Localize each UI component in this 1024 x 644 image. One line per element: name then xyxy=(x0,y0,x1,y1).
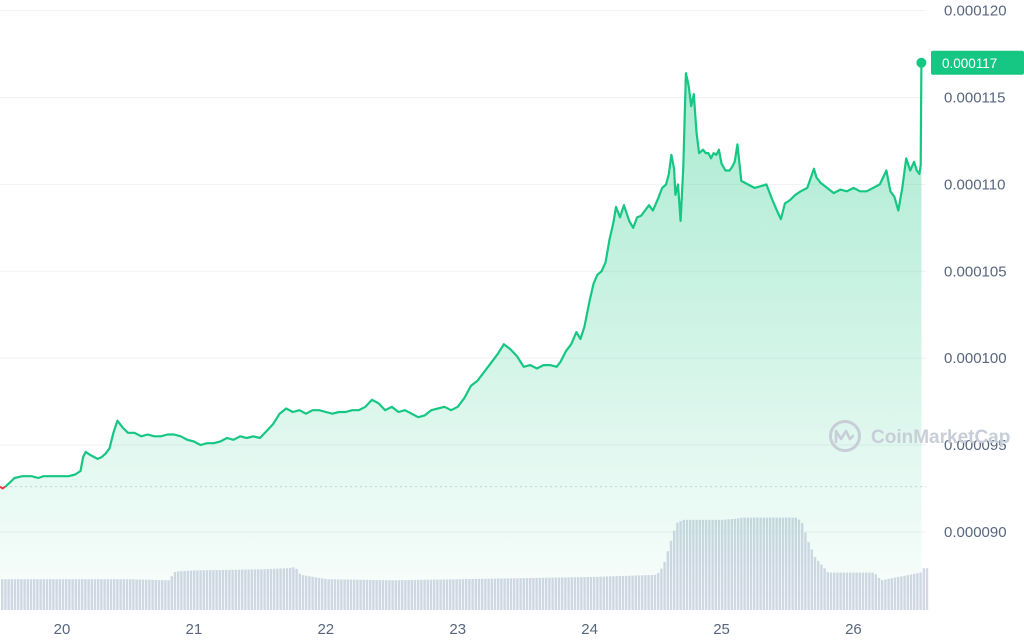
y-tick-label: 0.000120 xyxy=(944,3,1007,20)
price-line xyxy=(4,62,923,488)
y-tick-label: 0.000100 xyxy=(944,350,1007,367)
x-tick-label: 21 xyxy=(186,621,203,638)
x-tick-label: 26 xyxy=(845,621,862,638)
y-axis-ticks: 0.000090 0.000095 0.000100 0.000105 0.000110… xyxy=(944,3,1007,541)
y-tick-label: 0.000115 xyxy=(944,90,1005,107)
price-area xyxy=(0,62,922,611)
coinmarketcap-logo-icon xyxy=(829,420,861,452)
x-tick-label: 22 xyxy=(317,621,334,638)
current-price-dot xyxy=(916,57,927,68)
y-tick-label: 0.000110 xyxy=(944,176,1005,193)
current-price-label: 0.000117 xyxy=(942,56,997,71)
y-tick-label: 0.000095 xyxy=(944,437,1007,454)
x-axis-ticks: 20 21 22 23 24 25 26 xyxy=(54,621,862,638)
x-tick-label: 24 xyxy=(581,621,598,638)
price-area-fill xyxy=(0,62,922,611)
x-tick-label: 23 xyxy=(449,621,466,638)
current-price-badge: 0.000117 xyxy=(916,50,1024,75)
watermark: CoinMarketCap xyxy=(829,420,1010,452)
price-line-down xyxy=(0,485,6,490)
price-line-layer xyxy=(0,62,923,490)
y-tick-label: 0.000090 xyxy=(944,524,1007,541)
volume-bar xyxy=(925,568,929,610)
x-tick-label: 25 xyxy=(713,621,730,638)
volume-bar xyxy=(922,568,925,610)
x-tick-label: 20 xyxy=(54,621,71,638)
watermark-text: CoinMarketCap xyxy=(871,427,1010,448)
current-price-badge-bg xyxy=(931,50,1024,75)
y-tick-label: 0.000105 xyxy=(944,263,1007,280)
